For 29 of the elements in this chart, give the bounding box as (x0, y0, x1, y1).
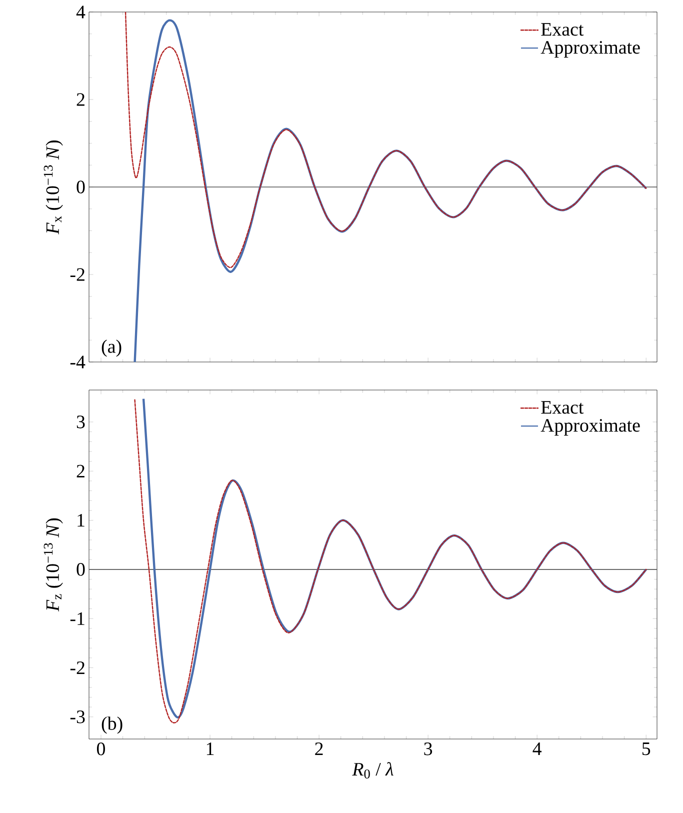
y-tick-label: -4 (70, 356, 86, 368)
y-tick-label: 0 (76, 563, 85, 576)
y-tick-label: -2 (70, 661, 84, 674)
y-axis-title: F$_{x}$ (10$^{−13}$ N) (44, 140, 63, 234)
y-tick-label: -2 (70, 268, 84, 281)
legend-label: Exact (541, 23, 584, 36)
x-tick-label: 4 (532, 742, 542, 755)
y-tick-label: 3 (76, 416, 85, 428)
y-tick-label: 0 (76, 180, 85, 194)
legend-label: Exact (541, 401, 584, 414)
x-tick-label: 0 (96, 742, 105, 756)
y-tick-label: 1 (78, 514, 84, 527)
line-series (134, 19, 648, 362)
y-axis-title: F$_{z}$ (10$^{−13}$ N) (44, 518, 63, 612)
legend-label: Approximate (540, 419, 640, 436)
annotation: (b) (102, 716, 122, 734)
y-tick-label: -3 (70, 710, 85, 724)
y-tick-label: 4 (76, 6, 86, 18)
line-series (124, 12, 647, 268)
x-tick-label: 1 (206, 742, 214, 756)
y-tick-label: -1 (70, 612, 84, 625)
x-axis-title: R$_{0}$ / λ (352, 762, 394, 778)
x-tick-label: 5 (642, 742, 650, 756)
x-tick-label: 2 (315, 742, 323, 756)
annotation: (a) (102, 340, 122, 357)
legend-label: Approximate (540, 41, 640, 58)
x-tick-label: 3 (424, 742, 432, 756)
y-tick-label: 2 (76, 464, 84, 478)
y-tick-label: 2 (76, 93, 84, 106)
